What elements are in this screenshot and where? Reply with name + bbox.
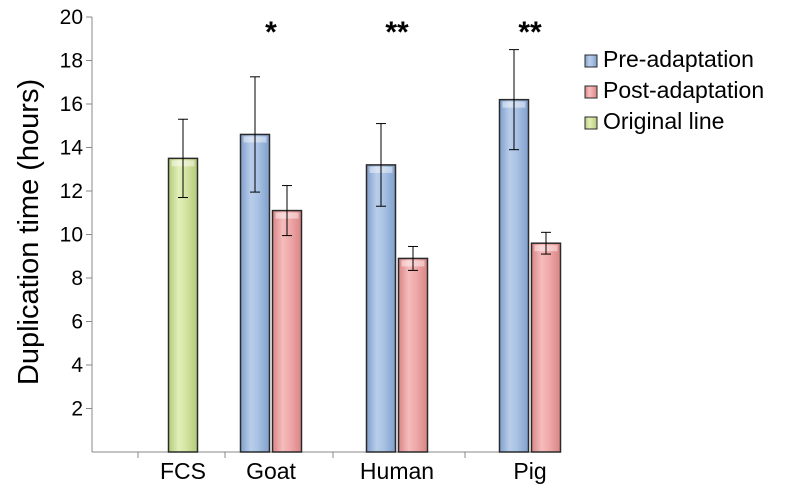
y-tick-label: 14 xyxy=(60,137,84,160)
y-ticks: 2 4 6 8 10 12 14 16 18 20 xyxy=(60,6,92,421)
legend-swatch xyxy=(584,54,598,68)
bar-post-adaptation-pig xyxy=(530,242,562,453)
bars xyxy=(167,98,562,453)
y-tick-label: 6 xyxy=(71,311,83,334)
significance-marker: * xyxy=(265,16,277,49)
bar-pre-adaptation-human xyxy=(365,164,397,453)
x-category-label: Pig xyxy=(513,458,546,484)
significance-labels: * ** ** xyxy=(265,16,542,49)
legend: Pre-adaptation Post-adaptation Original li… xyxy=(584,46,764,134)
bar-original-line-fcs xyxy=(167,157,199,453)
y-tick-label: 16 xyxy=(60,93,83,116)
bar-pre-adaptation-pig xyxy=(498,98,530,453)
y-tick-label: 12 xyxy=(60,180,83,203)
bar-post-adaptation-goat xyxy=(271,209,303,453)
x-category-label: Goat xyxy=(246,458,296,484)
significance-marker: ** xyxy=(385,16,409,49)
legend-swatch xyxy=(584,85,598,99)
y-tick-label: 8 xyxy=(71,267,83,290)
axes xyxy=(91,17,560,458)
y-tick-label: 2 xyxy=(71,398,83,421)
y-tick-label: 4 xyxy=(71,354,83,377)
error-bars xyxy=(178,49,551,271)
x-category-label: Human xyxy=(360,458,434,484)
y-axis-title-group: Duplication time (hours) xyxy=(13,79,45,385)
legend-label: Pre-adaptation xyxy=(603,46,754,72)
y-tick-label: 18 xyxy=(60,50,83,73)
y-tick-label: 20 xyxy=(60,6,83,29)
x-labels: FCS Goat Human Pig xyxy=(160,458,547,484)
significance-marker: ** xyxy=(518,16,542,49)
y-axis-title: Duplication time (hours) xyxy=(13,79,45,385)
legend-label: Post-adaptation xyxy=(603,77,764,103)
bar-post-adaptation-human xyxy=(397,257,429,453)
legend-label: Original line xyxy=(603,108,724,134)
y-tick-label: 10 xyxy=(60,224,83,247)
x-category-label: FCS xyxy=(160,458,206,484)
legend-swatch xyxy=(584,116,598,130)
